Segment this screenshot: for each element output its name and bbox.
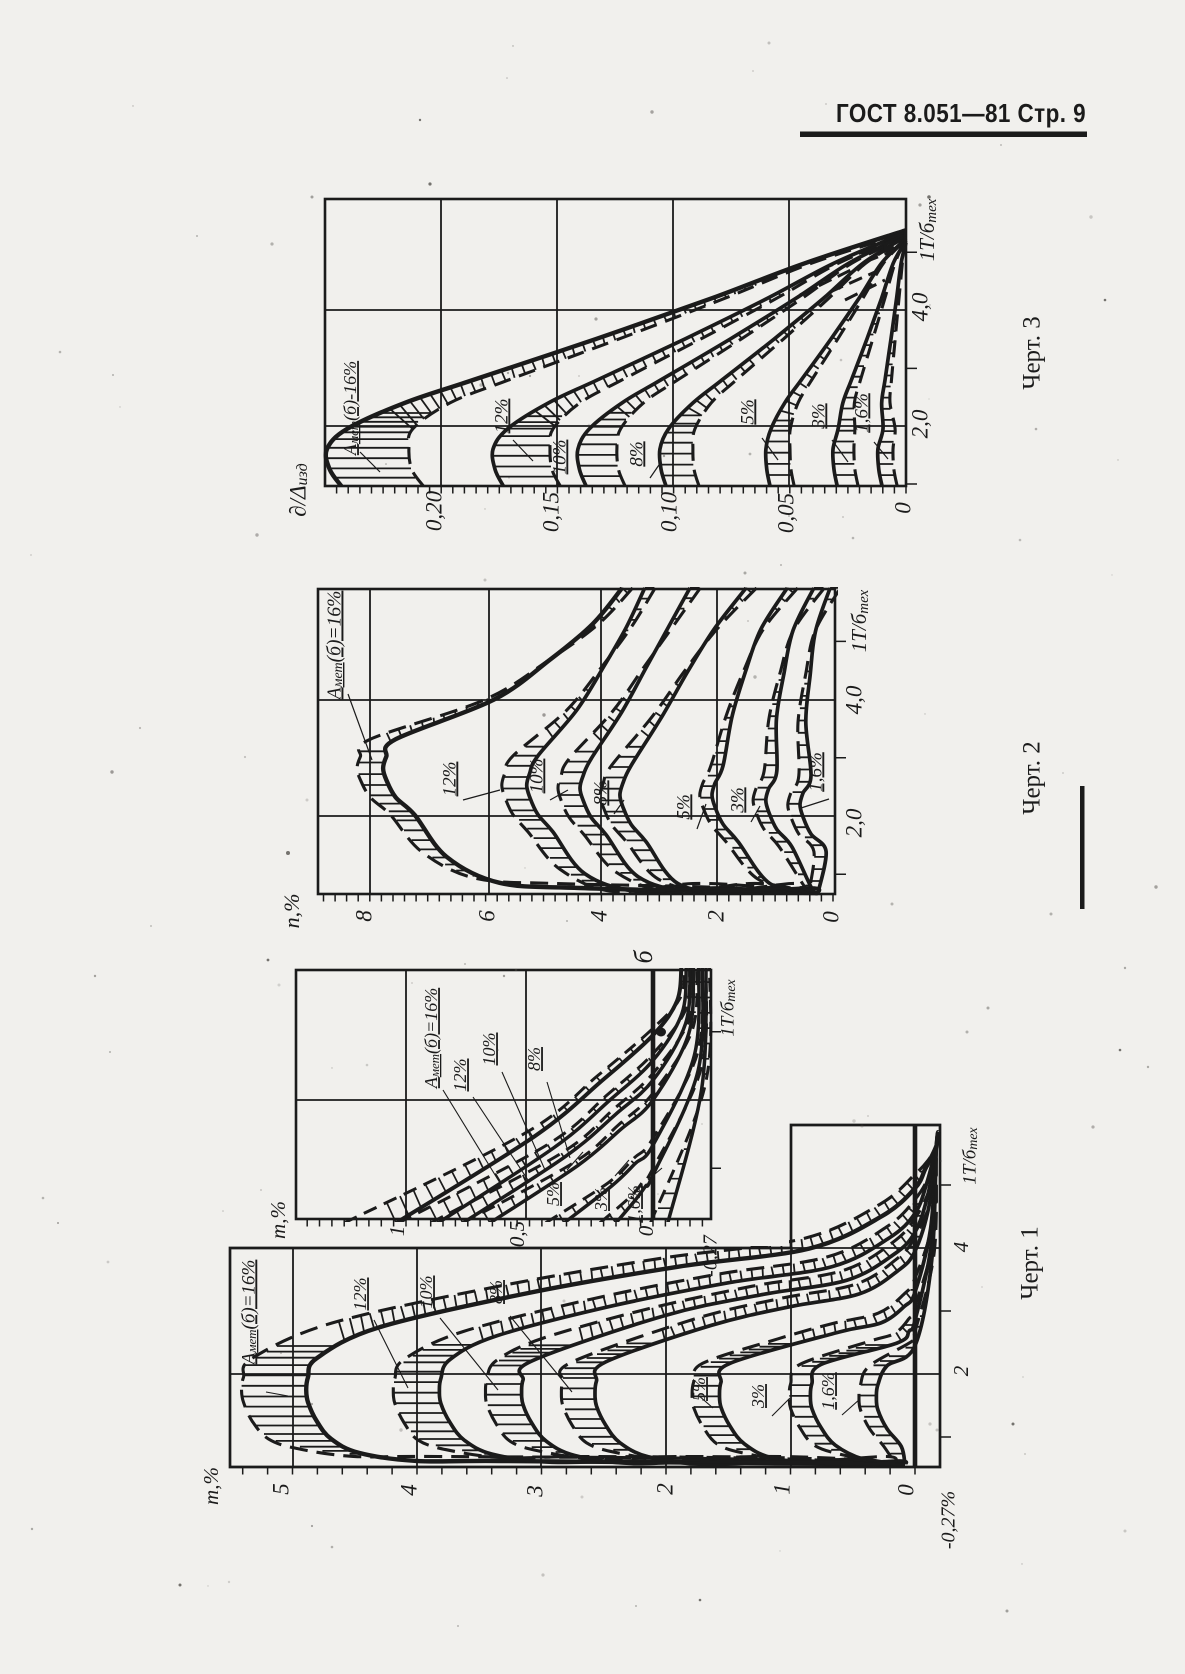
svg-text:2: 2 xyxy=(949,1365,973,1376)
svg-text:-0,27: -0,27 xyxy=(700,1234,722,1277)
svg-text:3%: 3% xyxy=(808,403,829,429)
svg-text:1Т/бтех: 1Т/бтех xyxy=(959,1127,981,1185)
svg-text:1,6%: 1,6% xyxy=(805,752,826,792)
svg-text:10%: 10% xyxy=(479,1033,499,1066)
svg-text:0: 0 xyxy=(893,1484,918,1496)
svg-text:1,6%: 1,6% xyxy=(818,1372,838,1410)
svg-text:2: 2 xyxy=(652,1483,677,1495)
svg-text:ГОСТ 8.051—81 Стр. 9: ГОСТ 8.051—81 Стр. 9 xyxy=(836,98,1086,128)
svg-text:4: 4 xyxy=(949,1241,973,1252)
svg-text:1Т/бтех: 1Т/бтех xyxy=(717,979,739,1037)
svg-text:3: 3 xyxy=(522,1485,547,1498)
svg-text:1: 1 xyxy=(769,1483,794,1495)
svg-text:12%: 12% xyxy=(439,762,460,797)
svg-text:12%: 12% xyxy=(350,1278,370,1311)
svg-text:0,20: 0,20 xyxy=(421,490,446,531)
svg-text:8%: 8% xyxy=(626,441,647,466)
svg-text:1,6%: 1,6% xyxy=(851,393,872,433)
svg-text:5: 5 xyxy=(268,1483,293,1495)
svg-text:m,%: m,% xyxy=(266,1201,290,1239)
svg-text:6: 6 xyxy=(474,910,499,922)
svg-text:5%: 5% xyxy=(673,794,694,819)
svg-text:Амет(б)=16%: Амет(б)=16% xyxy=(324,591,346,702)
svg-text:8%: 8% xyxy=(524,1047,544,1071)
svg-text:Амет(б)-16%: Амет(б)-16% xyxy=(340,361,361,456)
svg-text:5%: 5% xyxy=(689,1377,709,1401)
svg-text:Амет(б)=16%: Амет(б)=16% xyxy=(238,1260,259,1367)
svg-text:0,05: 0,05 xyxy=(773,493,798,533)
svg-text:0: 0 xyxy=(890,502,915,514)
svg-text:-0,27%: -0,27% xyxy=(938,1491,960,1549)
svg-text:4: 4 xyxy=(586,910,611,922)
svg-text:0: 0 xyxy=(818,911,843,923)
svg-text:1,6%: 1,6% xyxy=(624,1185,644,1223)
svg-text:12%: 12% xyxy=(450,1059,470,1092)
svg-text:10%: 10% xyxy=(549,440,570,475)
svg-text:5%: 5% xyxy=(543,1182,563,1206)
svg-text:3%: 3% xyxy=(727,787,748,813)
svg-text:2,0: 2,0 xyxy=(841,808,866,837)
svg-text:8%: 8% xyxy=(590,780,611,805)
svg-text:4,0: 4,0 xyxy=(841,685,866,714)
svg-text:n,%: n,% xyxy=(279,894,304,929)
svg-text:4: 4 xyxy=(396,1484,421,1496)
svg-text:∂/Δизд: ∂/Δизд xyxy=(285,463,311,516)
svg-text:5%: 5% xyxy=(737,399,758,424)
svg-text:1: 1 xyxy=(385,1226,409,1237)
svg-text:m,%: m,% xyxy=(199,1467,223,1505)
svg-text:0,5: 0,5 xyxy=(505,1221,529,1247)
svg-text:б: б xyxy=(629,950,658,964)
svg-text:Черт. 3: Черт. 3 xyxy=(1019,316,1046,390)
svg-text:0,15: 0,15 xyxy=(538,492,563,532)
svg-text:8: 8 xyxy=(351,910,376,922)
svg-text:0,10: 0,10 xyxy=(656,491,681,532)
svg-text:8%: 8% xyxy=(486,1280,506,1304)
svg-text:3%: 3% xyxy=(748,1384,768,1409)
svg-text:4,0: 4,0 xyxy=(907,292,932,321)
svg-text:1Т/бтех: 1Т/бтех xyxy=(847,589,872,652)
svg-text:Черт. 1: Черт. 1 xyxy=(1017,1226,1044,1300)
svg-text:10%: 10% xyxy=(526,759,547,794)
svg-text:1Т/бтех: 1Т/бтех xyxy=(915,198,940,261)
svg-text:2,0: 2,0 xyxy=(907,409,932,438)
svg-text:Черт. 2: Черт. 2 xyxy=(1019,741,1046,815)
svg-text:3%: 3% xyxy=(591,1187,611,1212)
svg-text:0: 0 xyxy=(634,1225,658,1236)
svg-text:12%: 12% xyxy=(491,399,512,434)
svg-text:10%: 10% xyxy=(416,1276,436,1309)
svg-text:Амет(б)=16%: Амет(б)=16% xyxy=(421,988,442,1089)
svg-text:2: 2 xyxy=(703,910,728,922)
